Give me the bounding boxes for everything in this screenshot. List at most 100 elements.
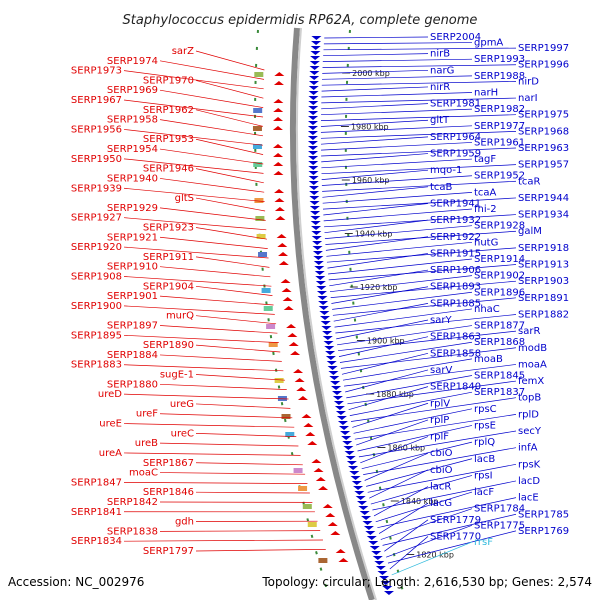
right-label-line — [349, 391, 473, 416]
reverse-gene-mark — [314, 266, 325, 270]
right-label-line — [321, 92, 473, 98]
reverse-gene-mark — [309, 206, 320, 210]
right-gene-label: SERP1977 — [474, 121, 525, 132]
reverse-gene-mark — [342, 441, 353, 445]
reverse-gene-mark — [308, 91, 319, 95]
left-label-line — [123, 187, 265, 202]
right-label-line — [342, 358, 473, 381]
reverse-gene-mark — [354, 491, 365, 495]
right-label-line — [375, 491, 473, 523]
left-label-line — [159, 442, 299, 447]
reverse-gene-mark — [358, 506, 369, 510]
genome-summary-text: Topology: circular; Length: 2,616,530 bp… — [261, 575, 592, 589]
reverse-gene-mark — [312, 246, 323, 250]
forward-gene-mark — [287, 333, 298, 337]
reverse-gene-mark — [323, 341, 334, 345]
forward-gene-mark — [288, 342, 299, 346]
right-label-line — [321, 158, 473, 169]
cog-category-mark — [274, 378, 284, 383]
forward-gene-mark — [330, 531, 341, 535]
left-gene-label: SERP1847 — [71, 477, 122, 488]
cog-category-mark — [266, 324, 276, 329]
right-gene-label: SERP1784 — [474, 504, 525, 515]
left-label-line — [195, 168, 264, 184]
left-label-line — [123, 364, 284, 372]
left-label-line — [123, 393, 289, 400]
reverse-gene-mark — [340, 431, 351, 435]
reverse-gene-mark — [343, 446, 354, 450]
reverse-gene-mark — [319, 311, 330, 315]
right-gene-label: rplD — [518, 409, 539, 420]
left-label-line — [159, 383, 287, 390]
left-label-line — [123, 158, 264, 174]
reverse-gene-mark — [311, 226, 322, 230]
left-label-line — [159, 325, 278, 334]
reverse-gene-mark — [348, 466, 359, 470]
right-label-line — [358, 430, 517, 458]
left-gene-label: SERP1970 — [143, 75, 194, 86]
right-gene-label: SERP1863 — [430, 332, 481, 343]
right-label-line — [353, 408, 473, 434]
left-label-line — [159, 178, 265, 193]
reverse-gene-mark — [350, 476, 361, 480]
reverse-gene-mark — [316, 286, 327, 290]
right-label-line — [384, 519, 429, 552]
right-label-line — [322, 58, 473, 62]
forward-gene-mark — [338, 558, 349, 562]
reverse-gene-mark — [317, 296, 328, 300]
left-gene-label: SERP1900 — [71, 301, 122, 312]
reverse-gene-mark — [310, 211, 321, 215]
right-gene-label: SERP1988 — [474, 71, 525, 82]
right-gene-label: tcaR — [518, 176, 541, 187]
right-gene-label: sarR — [518, 326, 540, 337]
reverse-gene-mark — [310, 221, 321, 225]
right-gene-label: SERP1968 — [518, 126, 569, 137]
left-gene-label: moaC — [129, 468, 158, 479]
left-gene-label: SERP1834 — [71, 536, 122, 547]
left-label-line — [123, 276, 272, 287]
forward-gene-mark — [315, 477, 326, 481]
right-gene-label: rplV — [430, 398, 450, 409]
right-label-line — [389, 536, 429, 570]
reverse-gene-mark — [362, 521, 373, 525]
left-gene-label: SERP1897 — [107, 321, 158, 332]
right-label-line — [324, 225, 473, 239]
left-gene-label: ureA — [99, 448, 122, 459]
reverse-gene-mark — [379, 576, 390, 580]
right-gene-label: SERP1928 — [474, 221, 525, 232]
left-label-line — [123, 70, 264, 90]
left-gene-label: SERP1962 — [143, 105, 194, 116]
right-gene-label: SERP2004 — [430, 32, 481, 43]
right-label-line — [337, 325, 473, 346]
reverse-gene-mark — [355, 496, 366, 500]
reverse-gene-mark — [310, 51, 321, 55]
right-label-line — [330, 280, 517, 298]
right-label-line — [323, 208, 473, 222]
right-label-line — [322, 180, 517, 192]
forward-gene-mark — [280, 279, 291, 283]
left-label-line — [159, 266, 271, 278]
reverse-gene-mark — [326, 361, 337, 365]
forward-gene-mark — [274, 207, 285, 211]
reverse-gene-mark — [312, 241, 323, 245]
left-gene-label: SERP1846 — [143, 487, 194, 498]
right-label-line — [324, 219, 429, 234]
right-label-line — [356, 419, 429, 446]
cog-category-mark — [318, 558, 328, 563]
right-gene-label: lacF — [474, 487, 494, 498]
right-label-line — [380, 508, 473, 540]
right-label-line — [325, 236, 429, 251]
reverse-gene-mark — [345, 456, 356, 460]
left-label-line — [123, 305, 275, 315]
right-gene-label: SERP1913 — [518, 260, 569, 271]
right-label-line — [321, 97, 517, 104]
backbone-highlight — [295, 27, 377, 600]
right-gene-label: sarV — [430, 365, 452, 376]
cog-category-mark — [255, 216, 265, 221]
right-label-line — [323, 203, 429, 216]
tick-label: 1920 kbp — [360, 283, 398, 292]
right-gene-label: SERP1896 — [474, 287, 525, 298]
left-gene-label: SERP1973 — [71, 66, 122, 77]
forward-gene-mark — [277, 243, 288, 247]
right-gene-label: SERP1957 — [518, 160, 569, 171]
